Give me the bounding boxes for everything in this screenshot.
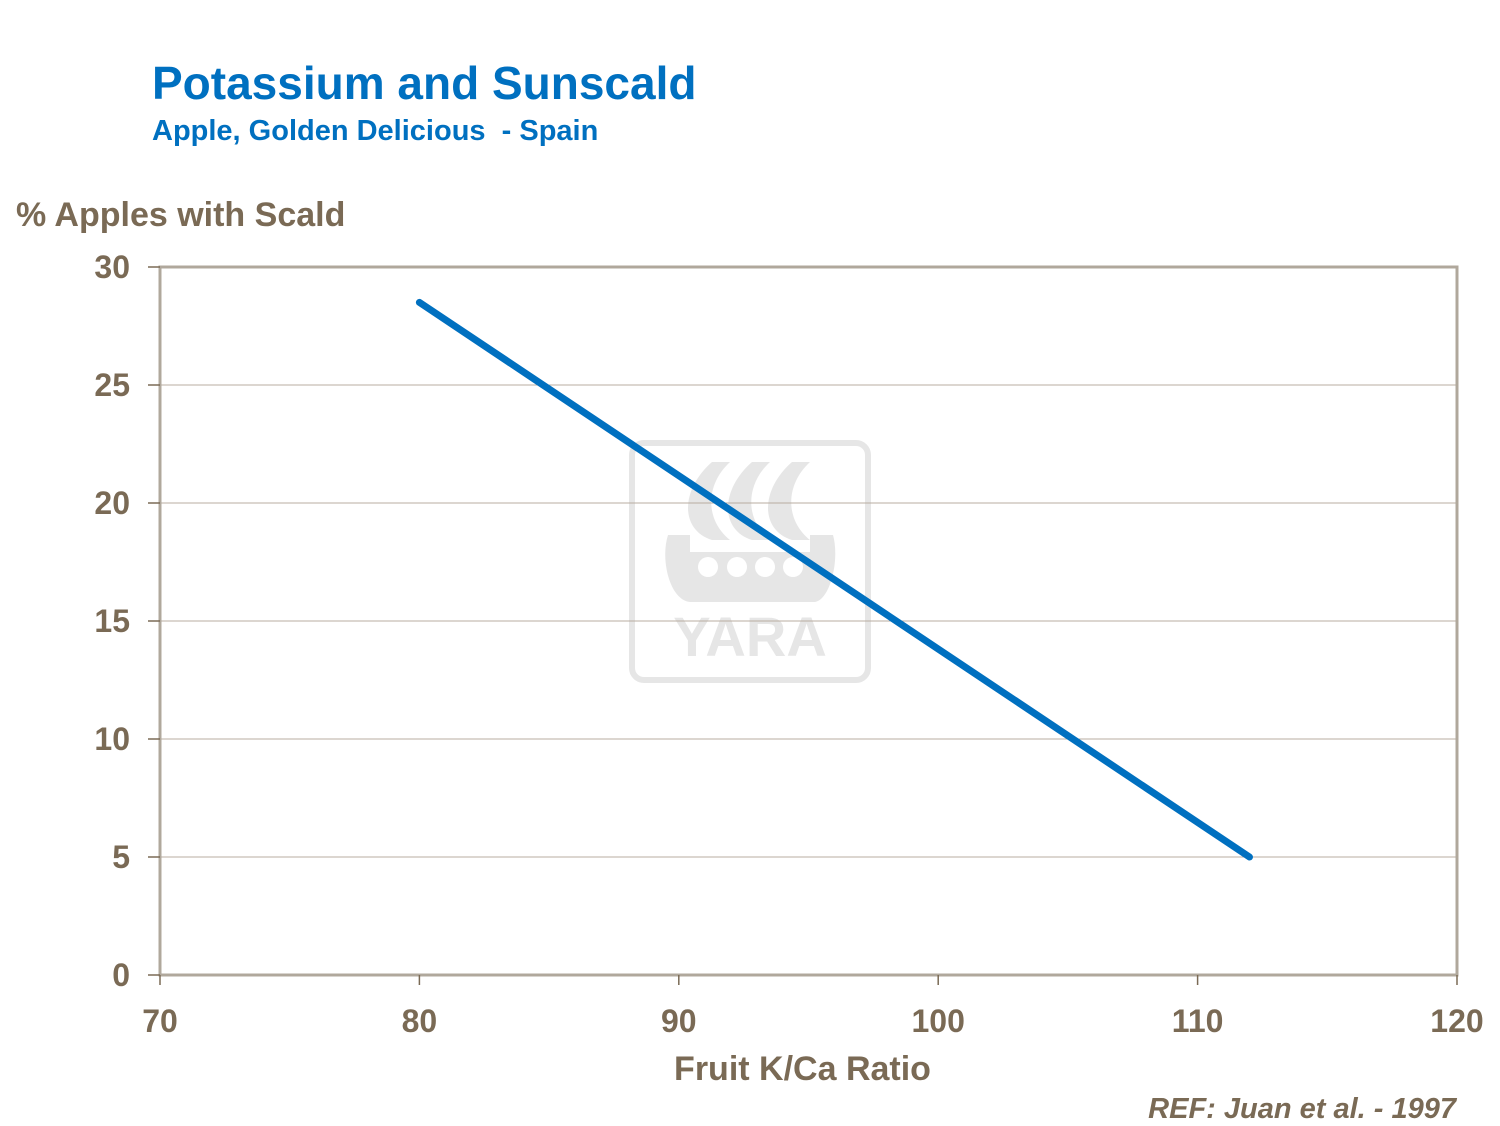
- y-axis-label: % Apples with Scald: [16, 196, 346, 234]
- x-tick-label: 70: [142, 1003, 178, 1039]
- x-tick-label: 90: [661, 1003, 697, 1039]
- x-axis-label: Fruit K/Ca Ratio: [674, 1050, 931, 1088]
- x-tick-label: 120: [1430, 1003, 1483, 1039]
- x-tick-label: 80: [402, 1003, 438, 1039]
- reference-note: REF: Juan et al. - 1997: [1148, 1093, 1456, 1125]
- y-tick-label: 5: [112, 839, 130, 875]
- yara-logo-watermark: YARA: [629, 440, 871, 683]
- y-tick-label: 20: [94, 485, 130, 521]
- x-tick-label: 100: [912, 1003, 965, 1039]
- y-tick-label: 30: [94, 249, 130, 285]
- y-tick-label: 15: [94, 603, 130, 639]
- chart-title: Potassium and Sunscald: [152, 57, 697, 109]
- y-tick-label: 0: [112, 957, 130, 993]
- series-line: [415, 298, 1253, 861]
- y-tick-label: 10: [94, 721, 130, 757]
- x-tick-label: 110: [1172, 1003, 1224, 1039]
- chart-subtitle: Apple, Golden Delicious - Spain: [152, 115, 599, 147]
- y-tick-label: 25: [94, 367, 130, 403]
- svg-text:YARA: YARA: [673, 605, 827, 668]
